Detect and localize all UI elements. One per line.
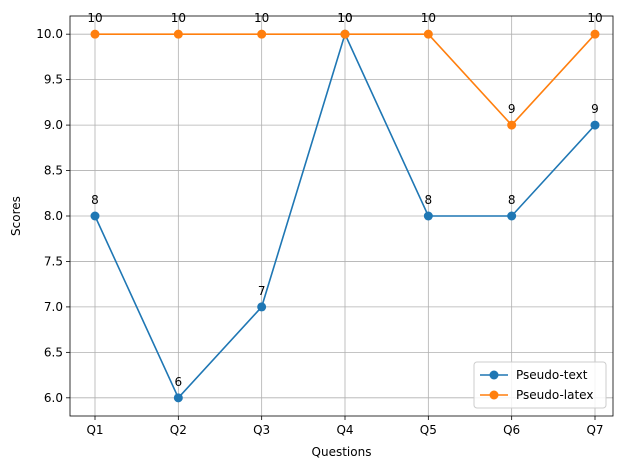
x-axis-label: Questions xyxy=(312,445,372,459)
data-label: 10 xyxy=(87,11,102,25)
x-tick-label: Q3 xyxy=(253,423,270,437)
legend-marker xyxy=(489,370,499,380)
x-tick-label: Q7 xyxy=(586,423,603,437)
y-tick-label: 6.5 xyxy=(44,345,63,359)
data-label: 10 xyxy=(337,11,352,25)
data-point xyxy=(507,120,517,130)
grid xyxy=(70,16,613,416)
x-tick-label: Q4 xyxy=(336,423,353,437)
data-point xyxy=(507,211,517,221)
legend-box xyxy=(473,361,607,409)
data-point xyxy=(423,29,433,39)
series-layer xyxy=(90,29,600,403)
x-tick-label: Q5 xyxy=(420,423,437,437)
data-label: 8 xyxy=(425,193,433,207)
data-label: 10 xyxy=(587,11,602,25)
y-tick-label: 9.5 xyxy=(44,73,63,87)
data-label: 10 xyxy=(171,11,186,25)
data-label: 7 xyxy=(258,284,266,298)
data-point xyxy=(90,29,100,39)
data-label: 8 xyxy=(91,193,99,207)
y-tick-label: 8.5 xyxy=(44,164,63,178)
y-tick-label: 6.0 xyxy=(44,391,63,405)
data-point xyxy=(590,29,600,39)
x-tick-label: Q1 xyxy=(86,423,103,437)
y-tick-label: 7.0 xyxy=(44,300,63,314)
data-label: 10 xyxy=(337,11,352,25)
y-tick-label: 7.5 xyxy=(44,254,63,268)
x-tick-label: Q6 xyxy=(503,423,520,437)
data-label: 10 xyxy=(421,11,436,25)
data-label: 6 xyxy=(175,375,183,389)
data-label: 9 xyxy=(508,102,516,116)
data-point xyxy=(173,393,183,403)
y-axis-label: Scores xyxy=(9,196,23,236)
data-point xyxy=(423,211,433,221)
y-tick-label: 10.0 xyxy=(36,27,63,41)
y-tick-label: 8.0 xyxy=(44,209,63,223)
data-point xyxy=(257,302,267,312)
data-point xyxy=(257,29,267,39)
legend-marker xyxy=(489,390,499,400)
data-point xyxy=(590,120,600,130)
data-point xyxy=(90,211,100,221)
data-point xyxy=(340,29,350,39)
axis-ticks: Q1 Q2 Q3 Q4 Q5 Q6 Q7 6.0 6.5 7.0 7.5 8.0 8.5 9.0 9.5 10… xyxy=(36,27,603,437)
legend-label: Pseudo-latex xyxy=(516,388,593,402)
legend: Pseudo-text Pseudo-latex xyxy=(473,361,607,409)
data-label: 8 xyxy=(508,193,516,207)
data-point xyxy=(173,29,183,39)
data-label: 10 xyxy=(254,11,269,25)
data-label: 9 xyxy=(591,102,599,116)
y-tick-label: 9.0 xyxy=(44,118,63,132)
x-tick-label: Q2 xyxy=(170,423,187,437)
legend-label: Pseudo-text xyxy=(516,368,588,382)
